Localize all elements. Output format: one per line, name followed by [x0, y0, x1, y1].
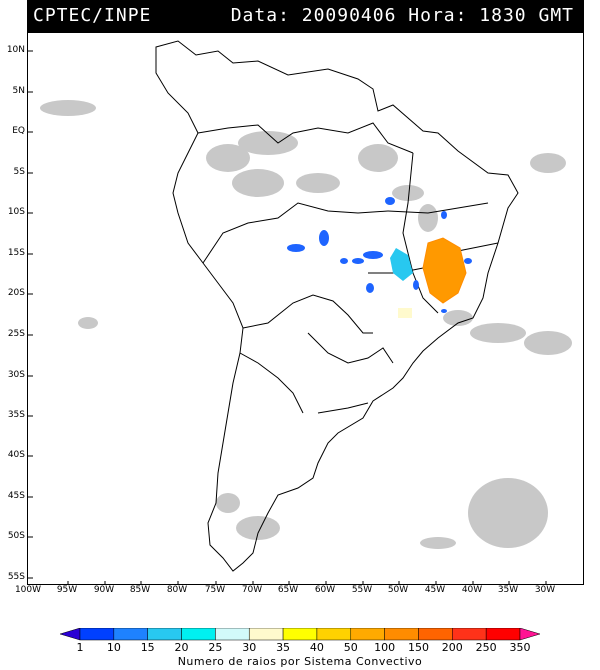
legend-arrow-left	[60, 628, 81, 641]
lon-label: 60W	[314, 585, 336, 595]
legend-value: 250	[475, 641, 497, 654]
legend-value: 10	[106, 641, 121, 654]
cluster-blue	[413, 280, 419, 290]
legend-caption: Numero de raios por Sistema Convectivo	[177, 655, 423, 668]
legend-swatch	[384, 628, 419, 641]
lon-label: 70W	[241, 585, 263, 595]
lon-label: 95W	[56, 585, 78, 595]
legend-value: 50	[343, 641, 358, 654]
title-bar: CPTEC/INPE Data: 20090406 Hora: 1830 GMT	[27, 0, 584, 32]
legend-swatch	[215, 628, 250, 641]
lat-label: EQ	[12, 126, 25, 136]
lon-label: 35W	[497, 585, 519, 595]
legend-value: 40	[309, 641, 324, 654]
cloud-cover	[40, 100, 572, 549]
legend-swatch	[485, 628, 521, 641]
cluster-blue	[366, 283, 374, 293]
lat-label: 25S	[7, 329, 25, 339]
cluster-blue	[385, 197, 395, 205]
legend-swatch	[113, 628, 148, 641]
legend-value: 30	[242, 641, 257, 654]
lat-label: 5S	[13, 167, 25, 177]
source-label: CPTEC/INPE	[33, 5, 152, 26]
map-canvas	[28, 40, 572, 584]
lat-label: 35S	[7, 410, 25, 420]
lon-label: 45W	[424, 585, 446, 595]
lat-label: 20S	[7, 288, 25, 298]
lat-label: 10S	[7, 207, 25, 217]
cluster-blue	[287, 244, 305, 252]
legend-value: 1	[76, 641, 84, 654]
legend-swatch	[181, 628, 216, 641]
lon-label: 40W	[461, 585, 483, 595]
lat-label: 45S	[7, 491, 25, 501]
legend-swatch	[452, 628, 487, 641]
lon-label: 55W	[351, 585, 373, 595]
coastline	[155, 40, 519, 572]
legend-value: 150	[407, 641, 429, 654]
lat-label: 50S	[7, 531, 25, 541]
legend-swatch	[147, 628, 182, 641]
legend-value: 350	[509, 641, 531, 654]
legend-swatch	[316, 628, 352, 641]
lon-label: 30W	[534, 585, 556, 595]
axis-ticks	[28, 50, 547, 584]
lat-label: 10N	[6, 45, 25, 55]
lat-label: 15S	[7, 248, 25, 258]
lon-label: 50W	[387, 585, 409, 595]
legend-value: 25	[208, 641, 223, 654]
convective-systems	[287, 197, 472, 318]
lat-label: 30S	[7, 370, 25, 380]
cluster-blue	[464, 258, 472, 264]
cluster-blue	[363, 251, 383, 259]
legend-value: 15	[140, 641, 155, 654]
legend-value: 20	[174, 641, 189, 654]
cluster-blue	[441, 211, 447, 219]
date-time-label: Data: 20090406 Hora: 1830 GMT	[230, 5, 574, 26]
satellite-map	[27, 32, 584, 585]
legend-value: 200	[441, 641, 463, 654]
legend-arrow-right	[519, 628, 540, 641]
legend-value: 35	[276, 641, 291, 654]
cluster-blue	[441, 309, 447, 313]
lat-label: 55S	[7, 572, 25, 582]
cluster-cyan	[390, 248, 413, 281]
cluster-blue	[352, 258, 364, 264]
legend-swatch	[248, 628, 284, 641]
cluster-orange	[422, 237, 467, 304]
legend-value: 100	[374, 641, 396, 654]
legend-swatch	[282, 628, 318, 641]
lon-label: 80W	[166, 585, 188, 595]
legend-swatch	[350, 628, 385, 641]
legend-swatch	[79, 628, 115, 641]
legend-color-bar	[60, 628, 540, 641]
cluster-blue	[340, 258, 348, 264]
color-legend: 1 10 15 20 25 30 35 40 50 100 150 200 250 350 Numero …	[60, 628, 540, 670]
lon-label: 90W	[93, 585, 115, 595]
longitude-axis: 100W 95W 90W 85W 80W 75W 70W 65W 60W 55W…	[0, 585, 600, 601]
lat-label: 5N	[12, 86, 25, 96]
lon-label: 65W	[277, 585, 299, 595]
cluster-pale-yellow	[398, 308, 412, 318]
lat-label: 40S	[7, 450, 25, 460]
legend-swatch	[418, 628, 453, 641]
lon-label: 100W	[14, 585, 42, 595]
latitude-axis: 10N 5N EQ 5S 10S 15S 20S 25S 30S 35S 40S…	[0, 32, 27, 585]
lon-label: 75W	[204, 585, 226, 595]
lon-label: 85W	[129, 585, 151, 595]
cluster-blue	[319, 230, 329, 246]
